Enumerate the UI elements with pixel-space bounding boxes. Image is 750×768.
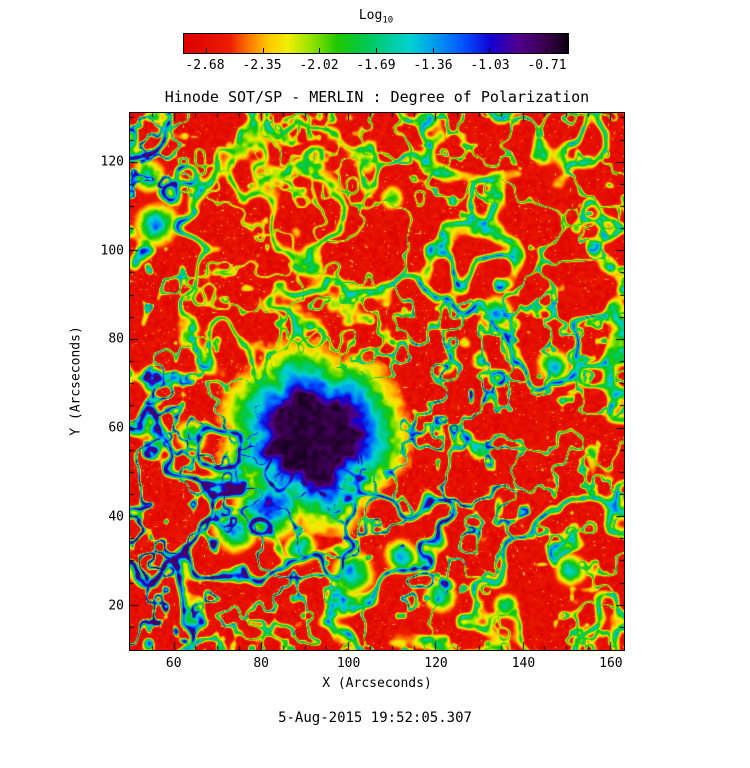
colorbar (183, 33, 569, 54)
colorbar-tick-label: -0.71 (527, 58, 567, 73)
y-axis-tick-labels: 20 40 60 80 100 120 (88, 113, 124, 650)
colorbar-title-subscript: 10 (382, 15, 394, 26)
colorbar-tick-labels: -2.68 -2.35 -2.02 -1.69 -1.36 -1.03 -0.71 (183, 58, 569, 74)
x-tick-label: 120 (424, 656, 448, 671)
x-tick-label: 60 (165, 656, 182, 671)
timestamp: 5-Aug-2015 19:52:05.307 (278, 710, 472, 726)
x-tick-label: 160 (599, 656, 623, 671)
colorbar-title: Log10 (183, 8, 569, 26)
y-tick-label: 80 (108, 331, 124, 347)
colorbar-title-text: Log (358, 8, 383, 23)
x-tick-label: 140 (511, 656, 536, 671)
colorbar-tick (262, 48, 264, 53)
y-tick-label: 120 (100, 154, 124, 170)
colorbar-tick (319, 48, 321, 53)
x-tick-label: 80 (253, 656, 269, 671)
y-tick-label: 100 (100, 243, 124, 259)
plot-area (129, 112, 625, 651)
colorbar-tick (546, 48, 548, 53)
colorbar-tick-label: -1.36 (413, 58, 453, 73)
chart-title: Hinode SOT/SP - MERLIN : Degree of Polar… (164, 88, 590, 106)
y-tick-label: 60 (108, 420, 124, 436)
colorbar-tick-label: -1.69 (356, 58, 396, 73)
colorbar-tick (376, 48, 377, 53)
colorbar-tick-label: -2.68 (185, 58, 225, 73)
colorbar-tick-label: -2.35 (242, 58, 282, 73)
y-tick-label: 40 (108, 509, 124, 525)
colorbar-tick-label: -2.02 (299, 58, 339, 73)
colorbar-tick (205, 48, 207, 53)
y-axis-label: Y (Arcseconds) (68, 326, 84, 436)
x-axis-tick-labels: 60 80 100 120 140 160 (130, 656, 624, 672)
x-tick-label: 100 (336, 656, 361, 671)
colorbar-tick (489, 48, 491, 53)
y-tick-label: 20 (108, 598, 124, 614)
colorbar-tick (432, 48, 434, 53)
colorbar-tick-label: -1.03 (470, 58, 510, 73)
x-axis-label: X (Arcseconds) (322, 676, 432, 691)
heatmap-canvas (129, 112, 625, 651)
